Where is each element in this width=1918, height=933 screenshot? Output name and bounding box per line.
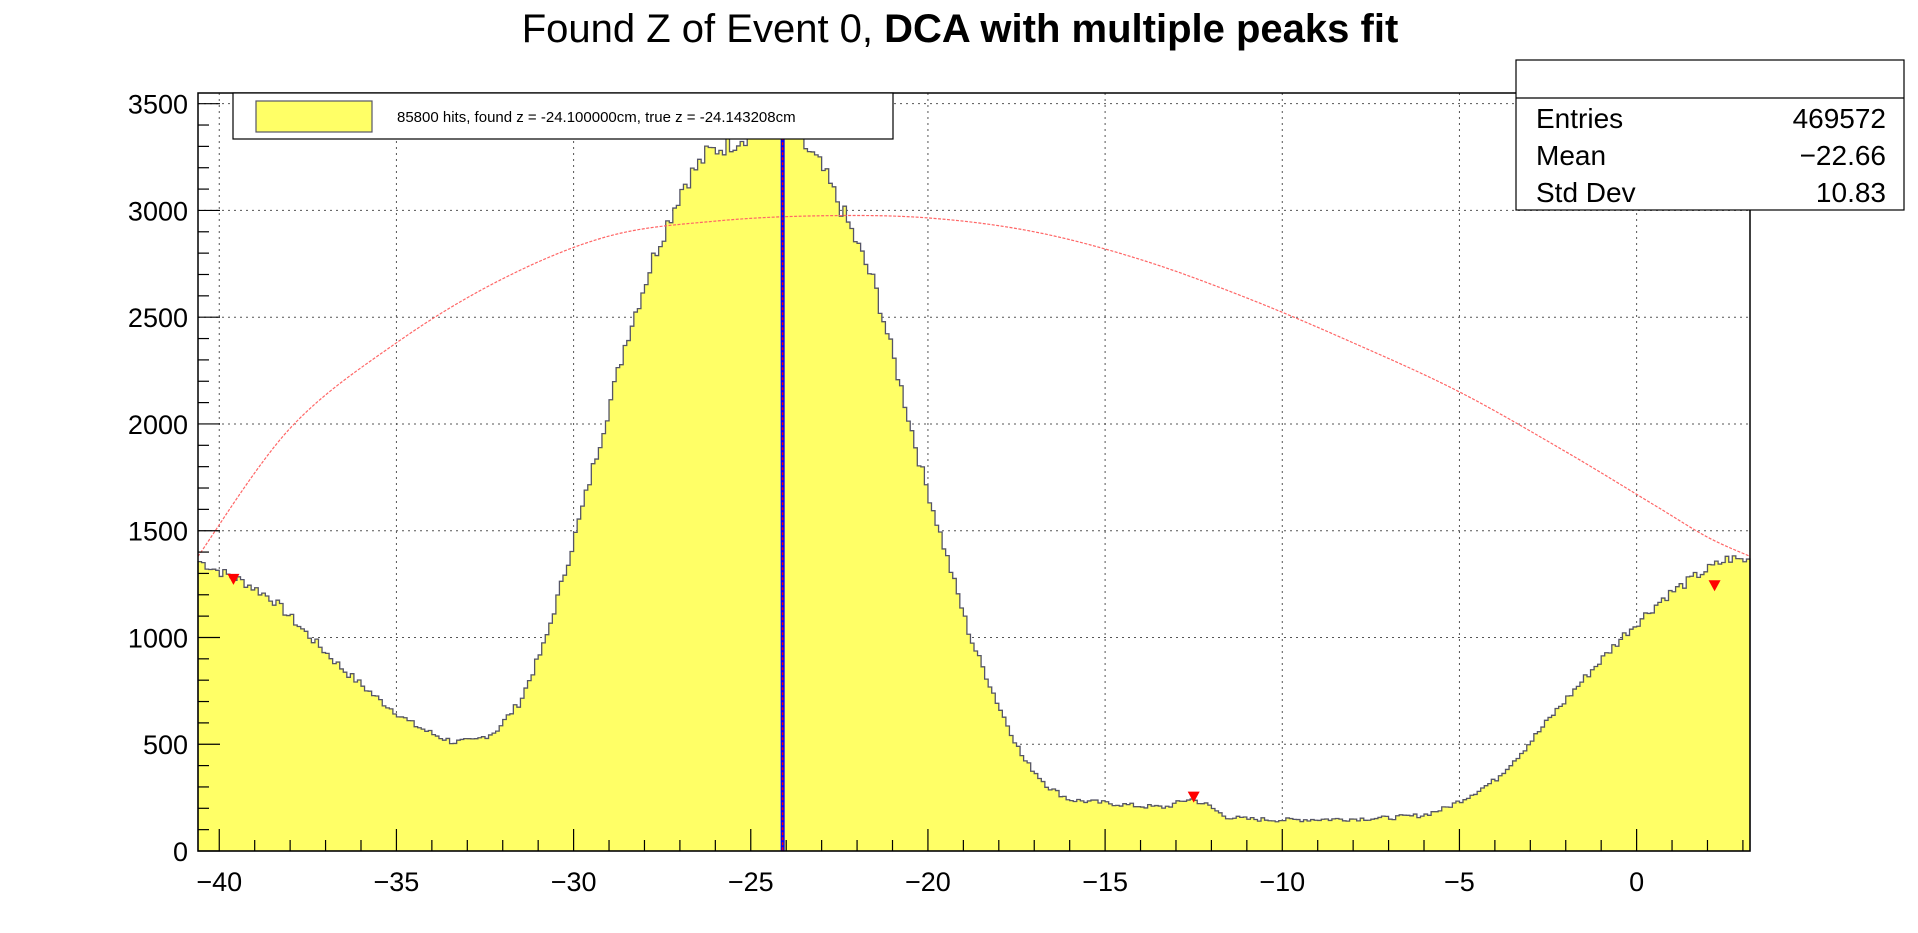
x-tick-label: −5: [1444, 867, 1475, 897]
histogram-bars: [197, 111, 1751, 852]
x-tick-label: −15: [1082, 867, 1128, 897]
chart-title: Found Z of Event 0, DCA with multiple pe…: [522, 7, 1399, 51]
x-tick-label: −35: [374, 867, 420, 897]
stats-mean-label: Mean: [1536, 140, 1606, 171]
axes-layer: 0 500 1000 1500 2000 2500 3000 3500 −40 −35 −30 −25…: [128, 90, 1744, 897]
fit-curve-layer: [197, 214, 1751, 557]
peak-marker: [1708, 580, 1721, 592]
stats-box: Entries 469572 Mean −22.66 Std Dev 10.83: [1515, 59, 1905, 211]
peak-marker: [1187, 791, 1200, 803]
stats-entries-label: Entries: [1536, 103, 1623, 134]
y-tick-label: 2000: [128, 410, 188, 440]
stats-entries-value: 469572: [1793, 103, 1886, 134]
y-tick-label: 2500: [128, 303, 188, 333]
chart-title-bold: DCA with multiple peaks fit: [884, 7, 1398, 51]
histogram-layer: [197, 111, 1751, 852]
y-tick-label: 3500: [128, 90, 188, 120]
legend-swatch: [255, 100, 373, 133]
y-tick-label: 500: [143, 730, 188, 760]
stats-mean-value: −22.66: [1800, 140, 1886, 171]
legend-box: 85800 hits, found z = -24.100000cm, true…: [232, 92, 894, 140]
stats-stddev-value: 10.83: [1816, 177, 1886, 208]
fit-curve: [197, 214, 1751, 557]
peak-marker: [227, 573, 240, 585]
legend-label: 85800 hits, found z = -24.100000cm, true…: [397, 109, 796, 126]
x-tick-label: −25: [728, 867, 774, 897]
peak-marker-layer: [227, 573, 1721, 803]
stats-frame: [1515, 59, 1905, 211]
y-tick-label: 1000: [128, 623, 188, 653]
x-tick-label: 0: [1629, 867, 1644, 897]
plot-frame: [197, 92, 1751, 852]
y-tick-label: 0: [173, 837, 188, 867]
y-tick-label: 3000: [128, 196, 188, 226]
stats-stddev-label: Std Dev: [1536, 177, 1636, 208]
x-tick-label: −30: [551, 867, 597, 897]
chart-title-regular: Found Z of Event 0,: [522, 7, 884, 51]
y-tick-label: 1500: [128, 517, 188, 547]
x-tick-label: −20: [905, 867, 951, 897]
x-tick-label: −10: [1259, 867, 1305, 897]
x-tick-label: −40: [196, 867, 242, 897]
